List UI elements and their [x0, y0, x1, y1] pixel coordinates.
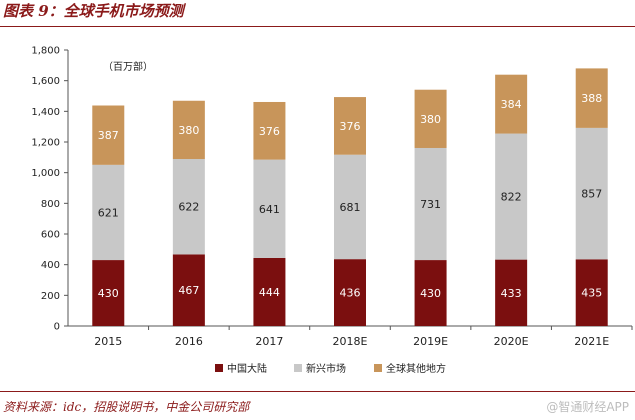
y-tick-label: 1,000 — [31, 168, 60, 179]
data-label: 376 — [340, 120, 361, 133]
legend-swatch — [215, 364, 223, 372]
data-label: 641 — [259, 203, 280, 216]
footer-divider — [0, 391, 635, 392]
legend-label: 全球其他地方 — [386, 362, 446, 375]
bar-segment — [253, 159, 286, 258]
bar-segment — [92, 260, 125, 326]
bar-segment — [575, 127, 608, 260]
data-label: 621 — [98, 206, 119, 219]
bar-segment — [414, 260, 447, 326]
data-label: 430 — [98, 287, 119, 300]
bar-segment — [414, 147, 447, 261]
data-label: 384 — [501, 98, 522, 111]
y-tick-label: 0 — [54, 322, 60, 333]
y-tick-label: 200 — [41, 291, 60, 302]
unit-label: （百万部） — [103, 60, 153, 73]
bar-segment — [495, 74, 528, 134]
bar-segment — [253, 257, 286, 326]
bar-segment — [495, 259, 528, 326]
bar-segment — [172, 100, 205, 160]
bar-segment — [414, 89, 447, 148]
y-tick-label: 1,800 — [31, 46, 60, 57]
x-tick-label: 2021E — [574, 335, 609, 348]
x-tick-label: 2020E — [494, 335, 529, 348]
bar-segment — [172, 159, 205, 255]
figure-title: 图表 9：全球手机市场预测 — [3, 2, 184, 20]
x-tick-label: 2017 — [255, 335, 283, 348]
source-note: 资料来源：idc，招股说明书，中金公司研究部 — [3, 400, 250, 414]
data-label: 387 — [98, 129, 119, 142]
bar-segment — [495, 133, 528, 260]
y-tick-label: 400 — [41, 260, 60, 271]
data-label: 731 — [420, 198, 441, 211]
stacked-bar-chart: 0 200 400 600 800 1,000 1,200 1,400 1,600 1,800 （百… — [31, 46, 633, 375]
y-tick-label: 800 — [41, 199, 60, 210]
x-tick-label: 2016 — [175, 335, 203, 348]
data-label: 435 — [581, 287, 602, 300]
x-tick-label: 2019E — [413, 335, 448, 348]
legend-label: 新兴市场 — [306, 362, 346, 375]
bar-segment — [575, 259, 608, 326]
data-label: 380 — [420, 113, 441, 126]
bar-segment — [253, 101, 286, 160]
y-tick-label: 1,200 — [31, 138, 60, 149]
y-tick-label: 1,600 — [31, 76, 60, 87]
data-label: 433 — [501, 287, 522, 300]
data-label: 380 — [178, 124, 199, 137]
legend-swatch — [374, 364, 382, 372]
data-label: 444 — [259, 286, 280, 299]
bar-segment — [92, 164, 125, 261]
data-label: 822 — [501, 191, 522, 204]
x-tick-label: 2015 — [94, 335, 122, 348]
bar-segment — [334, 97, 366, 155]
bar-segment — [92, 105, 125, 165]
y-tick-label: 600 — [41, 230, 60, 241]
watermark: @智通财经APP — [546, 400, 629, 414]
bar-segment — [334, 154, 366, 260]
bar-segment — [575, 68, 608, 128]
data-label: 622 — [178, 201, 199, 214]
data-label: 681 — [340, 201, 361, 214]
data-label: 430 — [420, 287, 441, 300]
bar-segment — [172, 254, 205, 326]
y-tick-label: 1,400 — [31, 107, 60, 118]
data-label: 436 — [340, 287, 361, 300]
data-label: 388 — [581, 92, 602, 105]
legend-label: 中国大陆 — [227, 362, 267, 375]
legend-swatch — [294, 364, 302, 372]
title-divider — [0, 26, 635, 27]
x-tick-label: 2018E — [333, 335, 368, 348]
data-label: 467 — [178, 284, 199, 297]
data-label: 376 — [259, 125, 280, 138]
bar-segment — [334, 259, 366, 326]
data-label: 857 — [581, 188, 602, 201]
